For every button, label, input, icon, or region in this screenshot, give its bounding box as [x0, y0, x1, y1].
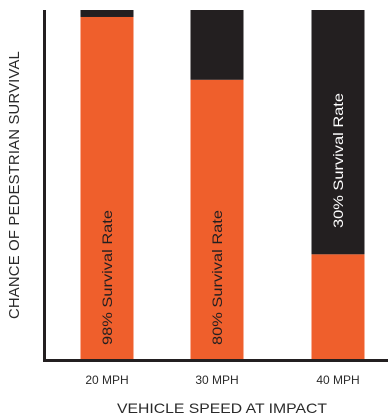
bar-20mph-survival: [80, 16, 134, 359]
bar-40mph-fatality: [311, 10, 365, 255]
bar-30mph-fatality: [190, 10, 244, 80]
bar-30mph-survival: [190, 79, 244, 360]
x-tick-40mph: 40 MPH: [316, 373, 359, 387]
x-tick-labels: 20 MPH 30 MPH 40 MPH: [85, 373, 359, 387]
x-tick-30mph: 30 MPH: [195, 373, 238, 387]
y-axis-label: CHANCE OF PEDESTRIAN SURVIVAL: [6, 51, 23, 319]
bar-label-30mph: 80% Survival Rate: [209, 210, 225, 345]
bar-label-40mph: 30% Survival Rate: [330, 93, 346, 228]
bar-40mph-survival: [311, 254, 365, 359]
bar-label-20mph: 98% Survival Rate: [99, 210, 115, 345]
x-axis-label: VEHICLE SPEED AT IMPACT: [117, 400, 328, 416]
x-tick-20mph: 20 MPH: [85, 373, 128, 387]
bar-20mph-fatality: [80, 10, 134, 17]
bars-group: 98% Survival Rate 80% Survival Rate 30% Su…: [80, 10, 365, 360]
